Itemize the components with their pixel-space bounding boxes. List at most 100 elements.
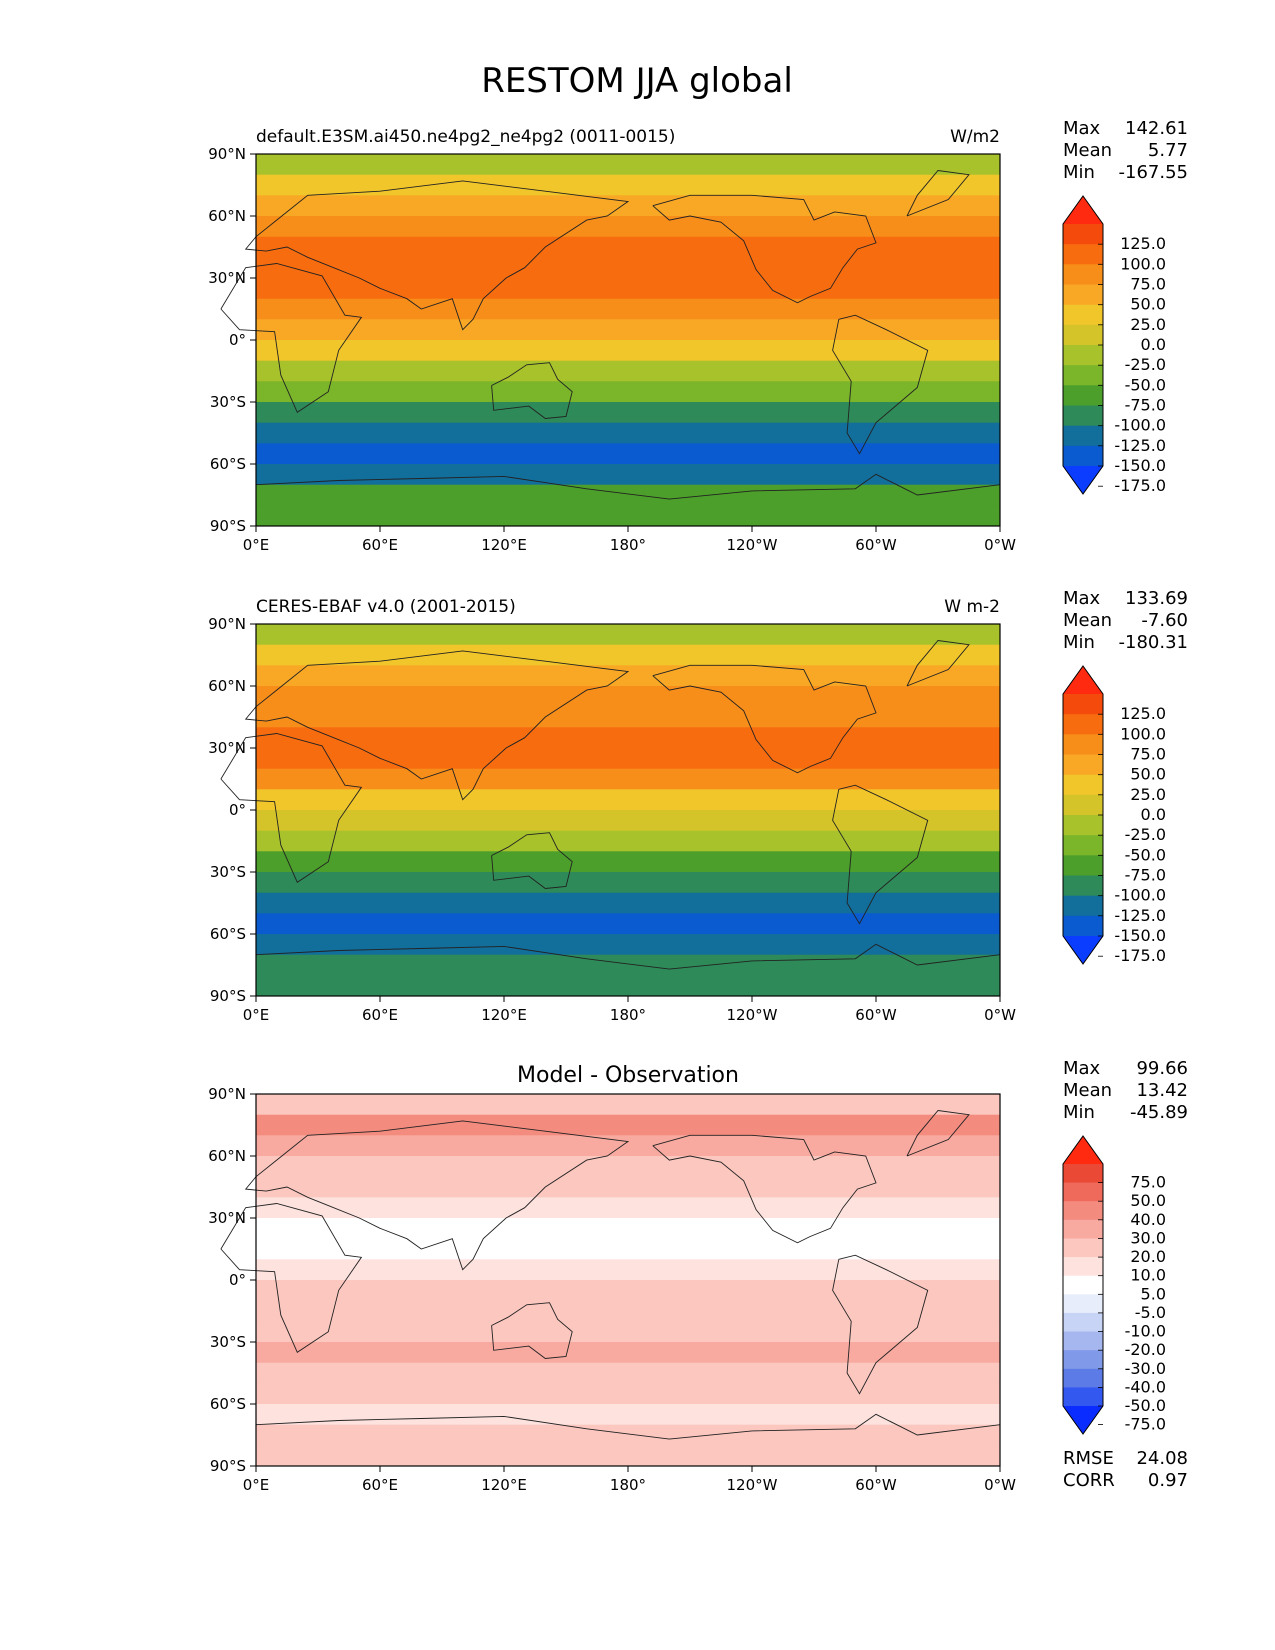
stat-label: Mean (1063, 140, 1112, 161)
colorbar-label: -50.0 (1125, 375, 1166, 394)
colorbar-segment (1063, 385, 1103, 406)
panel-units: W/m2 (950, 127, 1000, 147)
colorbar-segment (1063, 815, 1103, 836)
colorbar-segment (1063, 774, 1103, 796)
y-tick-label: 60°N (208, 1147, 246, 1165)
y-tick-label: 90°N (208, 615, 246, 633)
colorbar-segment (1063, 1219, 1103, 1239)
lat-band (256, 1445, 1000, 1466)
x-tick-label: 0°W (984, 1476, 1016, 1494)
colorbar-label: 10.0 (1130, 1266, 1166, 1285)
y-tick-label: 0° (229, 331, 246, 349)
colorbar-segment (1063, 244, 1103, 265)
colorbar-segment (1063, 1257, 1103, 1277)
x-tick-label: 120°E (481, 1476, 527, 1494)
x-tick-label: 180° (610, 536, 646, 554)
x-tick-label: 120°E (481, 1006, 527, 1024)
stat-label: Max (1063, 588, 1101, 609)
colorbar-segment (1063, 1238, 1103, 1258)
y-tick-label: 30°N (208, 1209, 246, 1227)
colorbar-label: -25.0 (1125, 825, 1166, 844)
stat-value: 142.61 (1125, 118, 1188, 139)
coastline-0 (220, 733, 363, 883)
x-tick-label: 120°W (727, 536, 778, 554)
coastline-5 (906, 1110, 970, 1157)
colorbar-segment (1063, 1331, 1103, 1351)
colorbar-label: -40.0 (1125, 1377, 1166, 1396)
y-tick-label: 0° (229, 1271, 246, 1289)
metric-value: 0.97 (1148, 1470, 1188, 1491)
colorbar-segment (1063, 915, 1103, 937)
coastline-2 (491, 362, 573, 419)
colorbar-label: -10.0 (1125, 1322, 1166, 1341)
colorbar-segment (1063, 1275, 1103, 1295)
x-tick-label: 60°E (362, 1476, 398, 1494)
colorbar-label: 100.0 (1120, 254, 1166, 273)
stat-label: Mean (1063, 610, 1112, 631)
colorbar-label: 100.0 (1120, 724, 1166, 743)
y-tick-label: 90°S (210, 987, 246, 1005)
panel-title: Model - Observation (517, 1063, 739, 1088)
x-tick-label: 60°W (855, 536, 897, 554)
colorbar-label: -20.0 (1125, 1340, 1166, 1359)
coastline-0 (220, 263, 363, 413)
x-tick-label: 0°E (243, 536, 270, 554)
colorbar-label: 125.0 (1120, 234, 1166, 253)
colorbar-label: -150.0 (1114, 926, 1166, 945)
colorbar-segment (1063, 1182, 1103, 1202)
colorbar-label: 50.0 (1130, 765, 1166, 784)
coastline-4 (832, 784, 929, 925)
colorbar-segment (1063, 1350, 1103, 1370)
colorbar-segment (1063, 324, 1103, 346)
panel-reference: 0°E 60°E 120°E 180° 120°W 60°W 0°W 90°N 60°N 30°N… (208, 588, 1188, 1024)
colorbar-extend-max (1063, 196, 1103, 224)
colorbar-label: -25.0 (1125, 355, 1166, 374)
panel-difference: 0°E 60°E 120°E 180° 120°W 60°W 0°W 90°N 60°N 30°N… (208, 1058, 1188, 1494)
y-tick-label: 60°N (208, 677, 246, 695)
coastline-5 (906, 170, 970, 217)
y-tick-label: 90°S (210, 1457, 246, 1475)
colorbar-label: 75.0 (1130, 275, 1166, 294)
colorbar-label: 0.0 (1141, 805, 1166, 824)
lat-band (256, 1094, 1000, 1105)
x-tick-label: 60°W (855, 1006, 897, 1024)
colorbar-label: 0.0 (1141, 335, 1166, 354)
y-tick-label: 30°S (210, 863, 246, 881)
colorbar-label: -75.0 (1125, 396, 1166, 415)
colorbar-extend-min (1063, 1406, 1103, 1434)
colorbar-segment (1063, 405, 1103, 427)
coastline-3 (652, 664, 877, 774)
x-tick-label: 120°E (481, 536, 527, 554)
coastline-1 (244, 650, 630, 801)
colorbar-label: 50.0 (1130, 295, 1166, 314)
colorbar-extend-max (1063, 1136, 1103, 1164)
colorbar-label: -150.0 (1114, 456, 1166, 475)
x-tick-label: 120°W (727, 1006, 778, 1024)
colorbar-label: -125.0 (1114, 436, 1166, 455)
y-tick-label: 30°S (210, 1333, 246, 1351)
x-tick-label: 60°E (362, 1006, 398, 1024)
coastline-5 (906, 640, 970, 687)
colorbar-label: 20.0 (1130, 1247, 1166, 1266)
x-tick-label: 0°E (243, 1476, 270, 1494)
y-tick-label: 30°N (208, 739, 246, 757)
coastline-3 (652, 1134, 877, 1244)
colorbar-segment (1063, 345, 1103, 366)
colorbar-segment (1063, 734, 1103, 755)
colorbar-extend-min (1063, 936, 1103, 964)
stat-value: -45.89 (1130, 1102, 1188, 1123)
stat-label: Max (1063, 118, 1101, 139)
colorbar-label: 50.0 (1130, 1191, 1166, 1210)
panel-title-left: CERES-EBAF v4.0 (2001-2015) (256, 597, 516, 617)
x-tick-label: 60°W (855, 1476, 897, 1494)
colorbar-label: -175.0 (1114, 476, 1166, 495)
y-tick-label: 60°S (210, 455, 246, 473)
coastline-6 (255, 943, 1001, 970)
stat-label: Min (1063, 162, 1095, 183)
stat-value: -167.55 (1119, 162, 1188, 183)
colorbar-label: -75.0 (1125, 866, 1166, 885)
y-tick-label: 90°N (208, 145, 246, 163)
stat-value: -180.31 (1119, 632, 1188, 653)
colorbar-extend-max (1063, 666, 1103, 694)
